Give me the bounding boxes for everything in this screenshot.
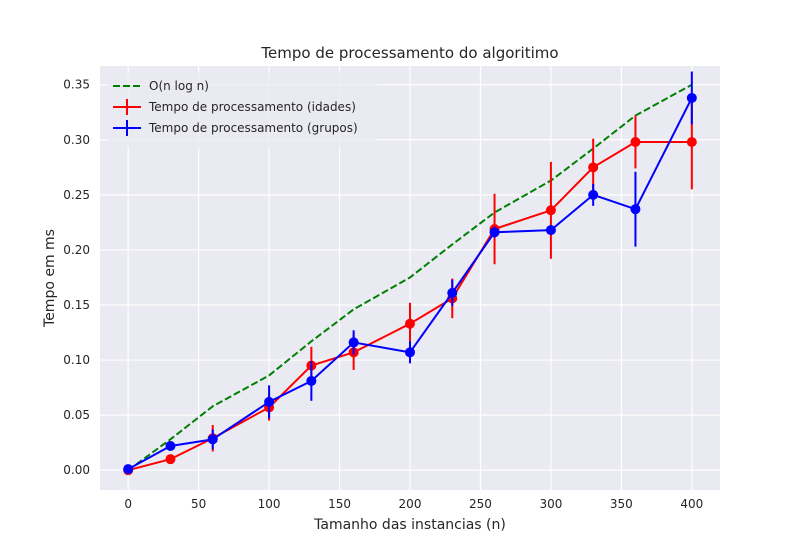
y-tick-label: 0.30: [63, 133, 90, 147]
y-tick-label: 0.15: [63, 298, 90, 312]
y-tick-label: 0.25: [63, 188, 90, 202]
data-point: [405, 318, 415, 329]
legend-item: O(n log n): [113, 79, 209, 93]
legend-box: [107, 73, 377, 148]
y-tick-label: 0.35: [63, 78, 90, 92]
x-tick-label: 200: [399, 497, 422, 511]
x-tick-label: 150: [328, 497, 351, 511]
chart-title: Tempo de processamento do algoritimo: [260, 44, 558, 62]
data-point: [489, 227, 500, 238]
y-tick-label: 0.10: [63, 353, 90, 367]
data-point: [405, 347, 415, 358]
legend-item: Tempo de processamento (grupos): [113, 120, 358, 136]
x-tick-label: 300: [539, 497, 562, 511]
data-point: [306, 375, 317, 386]
y-axis-label: Tempo em ms: [42, 229, 58, 328]
x-tick-label: 0: [124, 497, 132, 511]
series-layer: [123, 71, 697, 476]
x-tick-label: 100: [258, 497, 281, 511]
legend-label: Tempo de processamento (grupos): [148, 121, 358, 135]
data-point: [264, 396, 275, 407]
series-3: [123, 71, 697, 475]
x-tick-labels: 0 50 100 150 200 250 300 350 400: [124, 497, 703, 511]
data-point: [588, 162, 599, 173]
x-tick-label: 400: [680, 497, 703, 511]
legend-label: Tempo de processamento (idades): [148, 100, 356, 114]
legend-label: O(n log n): [149, 79, 209, 93]
legend-item: Tempo de processamento (idades): [113, 99, 356, 115]
y-tick-labels: 0.00 0.05 0.10 0.15 0.20 0.25 0.30 0.35: [63, 78, 90, 477]
data-point: [207, 434, 218, 445]
data-point: [348, 337, 359, 348]
x-tick-label: 50: [191, 497, 206, 511]
data-point: [588, 189, 599, 200]
y-tick-label: 0.00: [63, 463, 90, 477]
data-point: [447, 287, 458, 298]
data-point: [165, 454, 176, 465]
data-point: [545, 205, 556, 216]
y-tick-label: 0.05: [63, 408, 90, 422]
data-point: [630, 136, 641, 147]
legend: O(n log n) Tempo de processamento (idades…: [107, 73, 377, 148]
x-tick-label: 350: [610, 497, 633, 511]
data-point: [545, 225, 556, 236]
data-point: [165, 440, 176, 451]
x-axis-label: Tamanho das instancias (n): [313, 517, 506, 533]
data-point: [686, 92, 697, 103]
data-point: [123, 464, 134, 475]
data-point: [686, 136, 697, 147]
data-point: [630, 204, 641, 215]
x-tick-label: 250: [469, 497, 492, 511]
y-tick-label: 0.20: [63, 243, 90, 257]
